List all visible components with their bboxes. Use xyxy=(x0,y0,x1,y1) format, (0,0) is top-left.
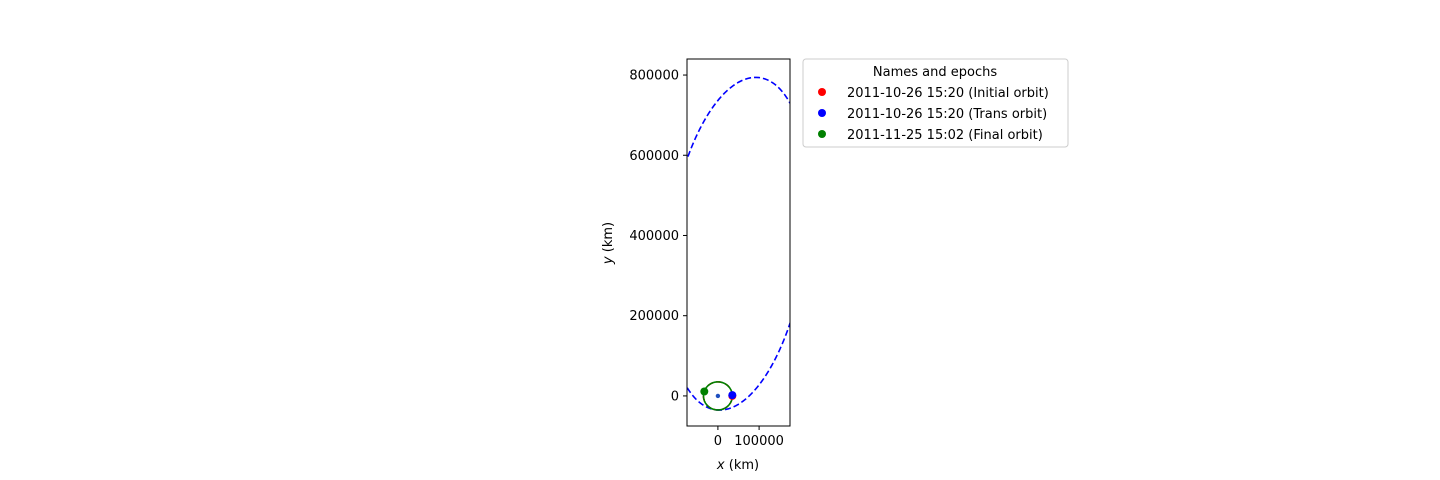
legend-marker xyxy=(818,109,826,117)
plot-area xyxy=(687,76,790,411)
axes-frame xyxy=(686,58,791,427)
legend-item: 2011-11-25 15:02 (Final orbit) xyxy=(818,128,1043,143)
legend-item: 2011-10-26 15:20 (Trans orbit) xyxy=(818,107,1047,122)
position-marker xyxy=(700,387,709,396)
y-axis-label: y (km) xyxy=(601,222,616,265)
legend-label: 2011-10-26 15:20 (Initial orbit) xyxy=(847,86,1049,101)
legend-item: 2011-10-26 15:20 (Initial orbit) xyxy=(818,86,1049,101)
legend-marker xyxy=(818,130,826,138)
legend-title: Names and epochs xyxy=(873,65,997,80)
y-tick-label: 200000 xyxy=(629,309,679,324)
legend-label: 2011-10-26 15:20 (Trans orbit) xyxy=(847,107,1047,122)
x-axis: 0 100000 xyxy=(714,426,784,449)
legend: Names and epochs 2011-10-26 15:20 (Initi… xyxy=(802,58,1069,148)
y-axis: 0 200000 400000 600000 800000 xyxy=(629,69,687,404)
attractor-point xyxy=(715,393,721,399)
legend-frame xyxy=(802,58,1069,148)
x-tick-label: 100000 xyxy=(734,434,784,449)
orbit-path xyxy=(702,381,734,411)
x-axis-label: x (km) xyxy=(716,458,759,473)
legend-label: 2011-11-25 15:02 (Final orbit) xyxy=(847,128,1043,143)
y-tick-label: 400000 xyxy=(629,229,679,244)
orbit-path xyxy=(687,76,790,411)
y-tick-label: 600000 xyxy=(629,149,679,164)
y-tick-label: 0 xyxy=(671,389,679,404)
x-tick-label: 0 xyxy=(714,434,722,449)
y-tick-label: 800000 xyxy=(629,69,679,84)
position-marker xyxy=(728,391,737,400)
legend-marker xyxy=(818,88,826,96)
